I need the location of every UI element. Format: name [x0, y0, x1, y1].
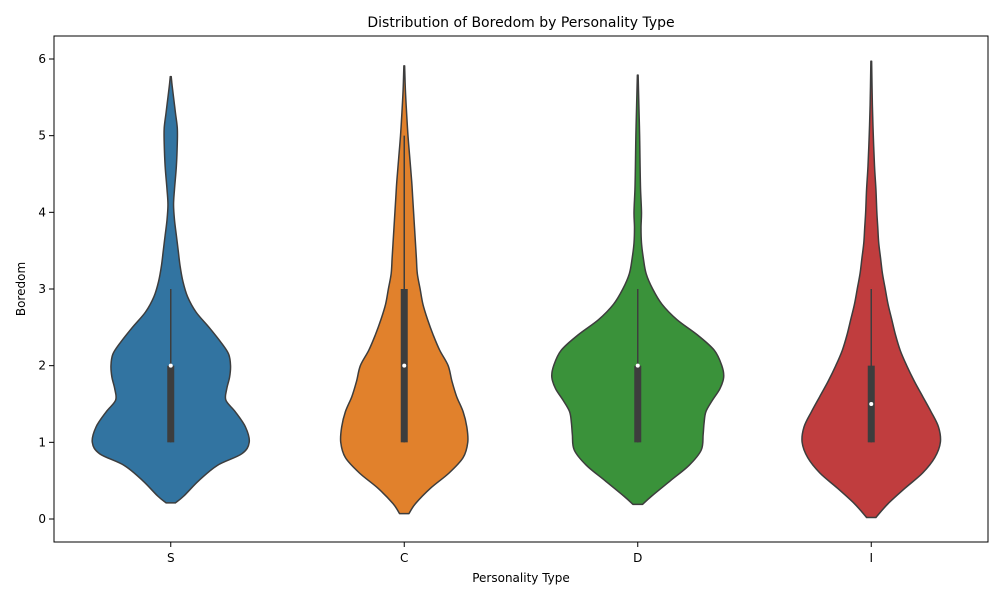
y-tick-label: 1: [38, 435, 46, 449]
x-tick-label-I: I: [869, 551, 873, 565]
median-point-S: [168, 363, 173, 368]
iqr-box-S: [167, 365, 175, 443]
x-axis-label: Personality Type: [472, 571, 570, 585]
y-tick-label: 2: [38, 359, 46, 373]
y-axis-label: Boredom: [14, 262, 28, 316]
y-tick-label: 3: [38, 282, 46, 296]
median-point-D: [635, 363, 640, 368]
y-tick-label: 6: [38, 52, 46, 66]
y-tick-label: 0: [38, 512, 46, 526]
x-tick-label-C: C: [400, 551, 408, 565]
y-axis: 0 1 2 3 4 5 6: [38, 52, 54, 526]
median-point-I: [869, 402, 874, 406]
y-tick-label: 5: [38, 129, 46, 143]
x-tick-label-S: S: [167, 551, 175, 565]
box-group: [167, 135, 875, 443]
chart-title: Distribution of Boredom by Personality T…: [367, 15, 674, 31]
x-tick-label-D: D: [633, 551, 642, 565]
y-tick-label: 4: [38, 205, 46, 219]
median-point-C: [402, 363, 407, 368]
iqr-box-D: [634, 365, 642, 443]
